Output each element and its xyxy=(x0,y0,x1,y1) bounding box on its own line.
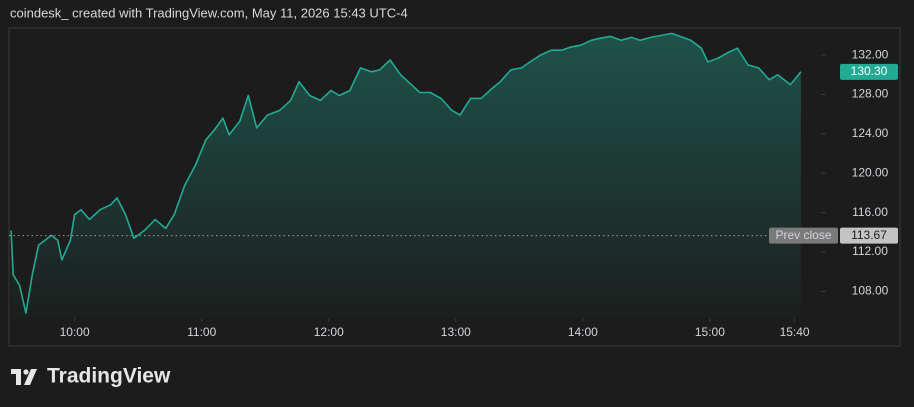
x-tick-label: 10:00 xyxy=(60,325,90,339)
area xyxy=(11,33,801,319)
last-value: 130.30 xyxy=(851,64,888,78)
reference-value-box xyxy=(840,227,898,244)
reference-name: Prev close xyxy=(775,228,831,242)
chart-title: coindesk_ created with TradingView.com, … xyxy=(10,5,408,20)
y-tick-label: 120.00 xyxy=(852,165,889,179)
x-tick-label: 15:00 xyxy=(695,325,725,339)
y-tick-label: 116.00 xyxy=(852,205,888,219)
reference-value: 113.67 xyxy=(851,228,887,242)
x-tick-label: 12:00 xyxy=(314,325,344,339)
y-tick-label: 124.00 xyxy=(852,126,889,140)
reference-name-box xyxy=(769,227,838,244)
line xyxy=(10,32,802,314)
y-tick-label: 112.00 xyxy=(852,244,888,258)
x-tick-label: 15:40 xyxy=(780,325,810,339)
chart-frame xyxy=(8,27,901,347)
y-tick-label: 132.00 xyxy=(852,47,889,61)
logo xyxy=(11,369,37,385)
y-tick-label: 128.00 xyxy=(852,87,889,101)
x-tick-label: 14:00 xyxy=(568,325,598,339)
x-tick-label: 11:00 xyxy=(187,325,216,339)
last-value-box xyxy=(840,63,898,80)
y-tick-label: 108.00 xyxy=(852,284,889,298)
brand: TradingView xyxy=(47,365,171,388)
x-tick-label: 13:00 xyxy=(441,325,471,339)
